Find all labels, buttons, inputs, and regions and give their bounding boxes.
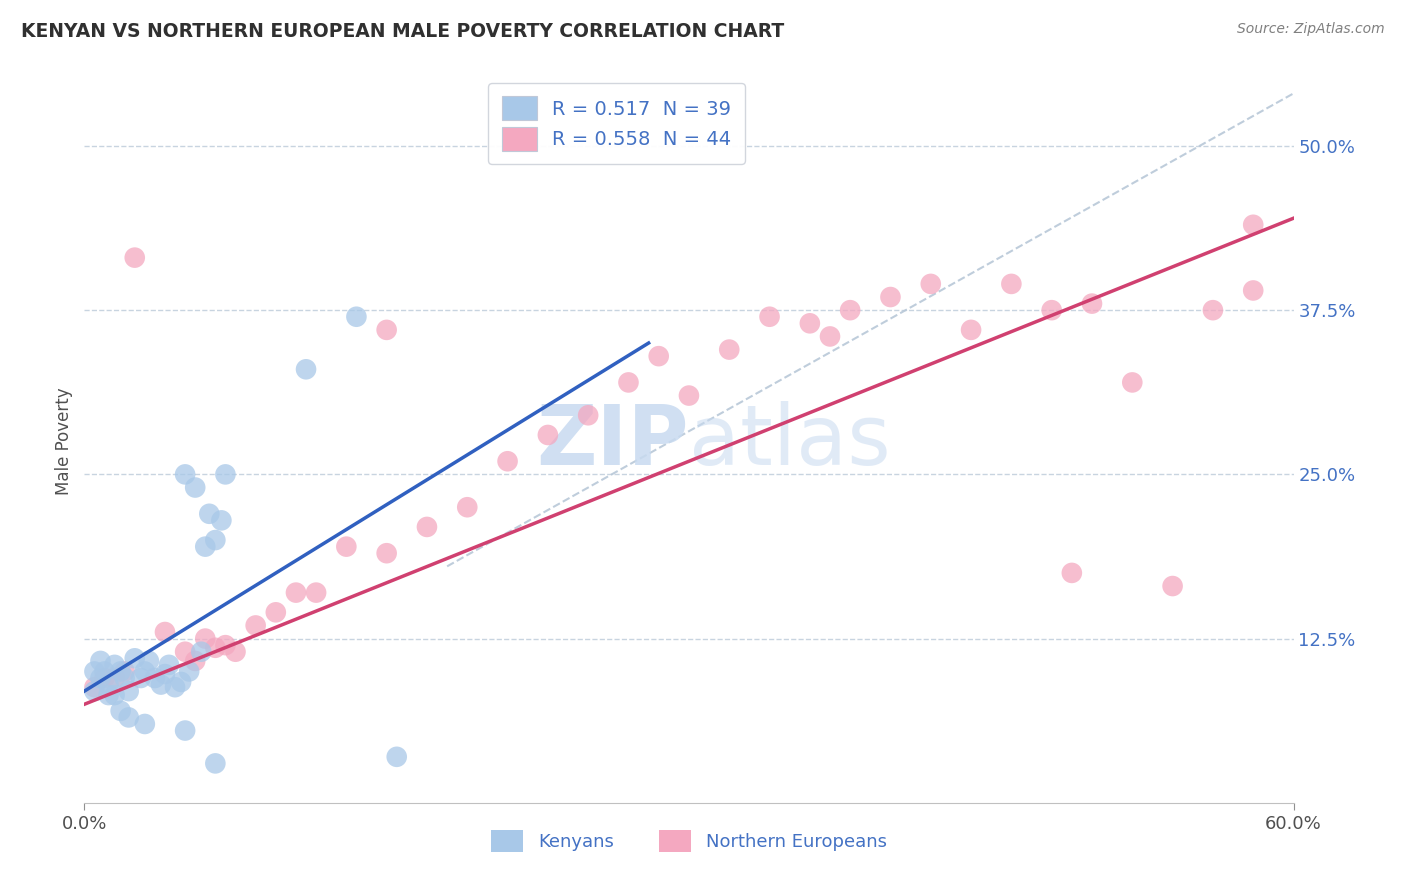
Point — [89, 654, 111, 668]
Point — [456, 500, 478, 515]
Point — [157, 657, 180, 672]
Point — [1241, 284, 1264, 298]
Point — [920, 277, 942, 291]
Point — [174, 467, 197, 482]
Point — [264, 605, 287, 619]
Point — [118, 710, 141, 724]
Point — [83, 684, 105, 698]
Text: Source: ZipAtlas.com: Source: ZipAtlas.com — [1237, 22, 1385, 37]
Point — [149, 677, 172, 691]
Text: ZIP: ZIP — [537, 401, 689, 482]
Point — [129, 671, 152, 685]
Point — [110, 665, 132, 679]
Point — [214, 638, 236, 652]
Point — [1202, 303, 1225, 318]
Point — [1161, 579, 1184, 593]
Point — [375, 546, 398, 560]
Point — [718, 343, 741, 357]
Text: KENYAN VS NORTHERN EUROPEAN MALE POVERTY CORRELATION CHART: KENYAN VS NORTHERN EUROPEAN MALE POVERTY… — [21, 22, 785, 41]
Point — [818, 329, 841, 343]
Point — [879, 290, 901, 304]
Text: atlas: atlas — [689, 401, 890, 482]
Point — [1081, 296, 1104, 310]
Point — [104, 657, 127, 672]
Point — [1241, 218, 1264, 232]
Point — [758, 310, 780, 324]
Point — [496, 454, 519, 468]
Point — [93, 665, 115, 679]
Point — [285, 585, 308, 599]
Point — [305, 585, 328, 599]
Point — [617, 376, 640, 390]
Point — [104, 671, 127, 685]
Point — [110, 704, 132, 718]
Point — [165, 680, 187, 694]
Point — [114, 665, 136, 679]
Legend: Kenyans, Northern Europeans: Kenyans, Northern Europeans — [484, 822, 894, 859]
Point — [179, 665, 201, 679]
Point — [799, 316, 821, 330]
Point — [184, 481, 207, 495]
Point — [245, 618, 267, 632]
Point — [209, 513, 232, 527]
Point — [184, 654, 207, 668]
Point — [134, 717, 156, 731]
Point — [153, 625, 176, 640]
Point — [960, 323, 983, 337]
Point — [385, 749, 408, 764]
Point — [1040, 303, 1063, 318]
Point — [194, 632, 217, 646]
Point — [204, 756, 226, 771]
Point — [335, 540, 357, 554]
Point — [375, 323, 398, 337]
Point — [537, 428, 560, 442]
Point — [678, 388, 700, 402]
Point — [1060, 566, 1083, 580]
Point — [225, 645, 247, 659]
Point — [89, 671, 111, 685]
Point — [114, 671, 136, 685]
Point — [190, 645, 212, 659]
Point — [648, 349, 671, 363]
Point — [198, 507, 221, 521]
Point — [134, 665, 156, 679]
Point — [1000, 277, 1022, 291]
Point — [124, 651, 146, 665]
Point — [416, 520, 439, 534]
Point — [97, 688, 120, 702]
Point — [204, 533, 226, 547]
Point — [204, 640, 226, 655]
Point — [194, 540, 217, 554]
Point — [143, 671, 166, 685]
Point — [138, 654, 160, 668]
Point — [576, 409, 599, 423]
Point — [346, 310, 368, 324]
Point — [214, 467, 236, 482]
Point — [93, 671, 115, 685]
Point — [170, 675, 193, 690]
Point — [295, 362, 318, 376]
Point — [1121, 376, 1143, 390]
Point — [174, 645, 197, 659]
Point — [839, 303, 862, 318]
Point — [97, 677, 120, 691]
Point — [83, 680, 105, 694]
Point — [83, 665, 105, 679]
Point — [104, 688, 127, 702]
Point — [124, 251, 146, 265]
Y-axis label: Male Poverty: Male Poverty — [55, 388, 73, 495]
Point — [174, 723, 197, 738]
Point — [153, 667, 176, 681]
Point — [118, 684, 141, 698]
